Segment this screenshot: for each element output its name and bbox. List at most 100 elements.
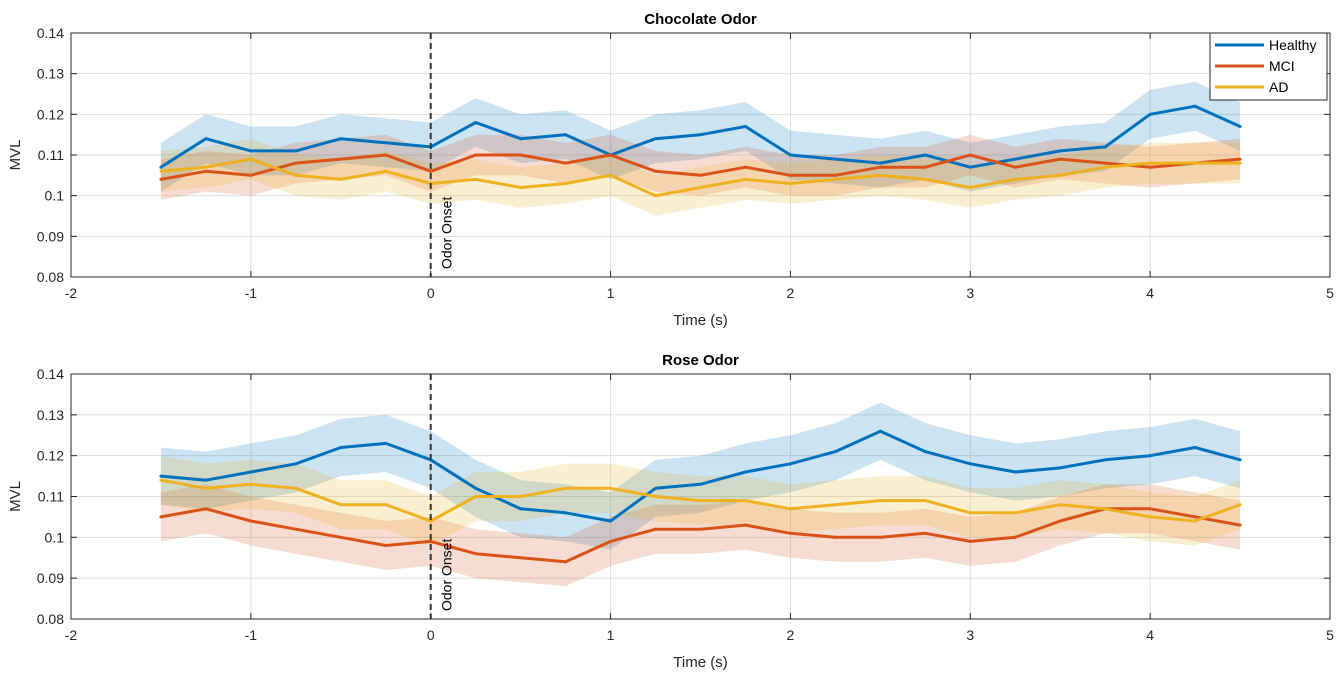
- x-tick-label: 3: [966, 285, 974, 301]
- data-point-ad: [1148, 161, 1152, 165]
- data-point-ad: [1193, 161, 1197, 165]
- data-point-mci: [654, 169, 658, 173]
- data-point-healthy: [384, 441, 388, 445]
- data-point-healthy: [1238, 458, 1242, 462]
- data-point-mci: [788, 531, 792, 535]
- data-point-ad: [1148, 515, 1152, 519]
- data-point-mci: [1058, 519, 1062, 523]
- data-point-mci: [249, 519, 253, 523]
- x-axis-label: Time (s): [673, 312, 727, 329]
- y-tick-label: 0.11: [38, 489, 64, 505]
- x-tick-label: 4: [1146, 627, 1154, 643]
- data-point-mci: [519, 556, 523, 560]
- data-point-ad: [788, 507, 792, 511]
- data-point-healthy: [1148, 112, 1152, 116]
- y-tick-label: 0.1: [45, 529, 65, 545]
- x-tick-label: 2: [787, 285, 795, 301]
- data-point-healthy: [1103, 458, 1107, 462]
- data-point-ad: [384, 503, 388, 507]
- data-point-mci: [1013, 165, 1017, 169]
- data-point-healthy: [1193, 446, 1197, 449]
- data-point-mci: [1148, 507, 1152, 511]
- data-point-mci: [1058, 157, 1062, 161]
- y-tick-label: 0.1: [45, 188, 65, 204]
- data-point-mci: [699, 173, 702, 177]
- y-tick-label: 0.14: [37, 366, 64, 382]
- data-point-healthy: [654, 137, 658, 141]
- data-point-ad: [159, 169, 163, 173]
- data-point-mci: [159, 177, 163, 181]
- data-point-mci: [384, 544, 388, 547]
- x-tick-label: 5: [1326, 285, 1334, 301]
- data-point-mci: [204, 169, 208, 173]
- data-point-mci: [654, 527, 658, 531]
- data-point-healthy: [339, 137, 343, 141]
- y-tick-label: 0.11: [38, 147, 64, 163]
- series-band-mci: [160, 484, 1241, 587]
- data-point-ad: [1238, 503, 1242, 507]
- data-point-healthy: [609, 519, 613, 523]
- x-tick-label: 4: [1146, 285, 1154, 301]
- data-point-healthy: [654, 486, 658, 490]
- data-point-healthy: [474, 120, 478, 124]
- data-point-ad: [743, 177, 747, 181]
- data-point-healthy: [159, 474, 163, 478]
- data-point-healthy: [788, 153, 792, 157]
- legend: Healthy MCI AD: [1209, 32, 1328, 101]
- x-tick-label: -1: [245, 627, 258, 643]
- data-point-mci: [878, 165, 882, 169]
- data-point-ad: [654, 495, 658, 498]
- y-tick-label: 0.09: [37, 570, 64, 586]
- data-point-ad: [519, 495, 523, 498]
- data-point-mci: [159, 515, 163, 519]
- y-tick-label: 0.08: [37, 611, 64, 627]
- data-point-ad: [159, 478, 163, 482]
- data-point-ad: [1238, 161, 1242, 165]
- data-point-mci: [743, 523, 747, 527]
- legend-label-ad: AD: [1269, 79, 1288, 95]
- x-tick-label: 5: [1326, 627, 1334, 643]
- data-point-healthy: [743, 470, 747, 474]
- data-point-mci: [833, 173, 837, 177]
- data-point-ad: [923, 177, 927, 181]
- data-point-ad: [429, 519, 433, 523]
- data-point-healthy: [878, 161, 882, 165]
- data-point-ad: [519, 186, 523, 190]
- panels: Odor Onset-2 -1 0 1 2 3 4 50.080.090.10.110.120…: [7, 11, 1334, 671]
- onset-label: Odor Onset: [439, 197, 455, 269]
- data-point-ad: [204, 165, 208, 169]
- y-tick-label: 0.14: [37, 25, 64, 41]
- data-point-healthy: [1013, 157, 1017, 161]
- data-point-healthy: [699, 482, 702, 486]
- data-point-ad: [878, 499, 882, 503]
- data-point-ad: [788, 181, 792, 185]
- data-point-mci: [519, 153, 523, 157]
- data-point-mci: [968, 153, 972, 157]
- data-point-ad: [743, 499, 747, 503]
- data-point-mci: [923, 165, 927, 169]
- y-tick-label: 0.12: [37, 106, 64, 122]
- data-point-ad: [339, 503, 343, 507]
- x-axis-label: Time (s): [673, 654, 727, 671]
- data-point-ad: [968, 511, 972, 515]
- data-point-healthy: [833, 157, 837, 161]
- data-point-healthy: [204, 137, 208, 141]
- x-tick-label: 2: [787, 627, 795, 643]
- data-point-ad: [249, 482, 253, 486]
- data-point-ad: [1058, 173, 1062, 177]
- data-point-mci: [699, 527, 702, 531]
- data-point-mci: [968, 539, 972, 543]
- data-point-ad: [249, 157, 253, 161]
- data-point-healthy: [339, 446, 343, 449]
- data-point-healthy: [519, 507, 523, 511]
- y-tick-label: 0.08: [37, 269, 64, 285]
- data-point-healthy: [564, 133, 568, 137]
- data-point-healthy: [384, 141, 388, 145]
- data-point-mci: [249, 173, 253, 177]
- data-point-mci: [339, 157, 343, 161]
- data-point-ad: [1193, 519, 1197, 523]
- data-point-mci: [384, 153, 388, 157]
- data-point-healthy: [968, 462, 972, 466]
- data-point-mci: [1238, 523, 1242, 527]
